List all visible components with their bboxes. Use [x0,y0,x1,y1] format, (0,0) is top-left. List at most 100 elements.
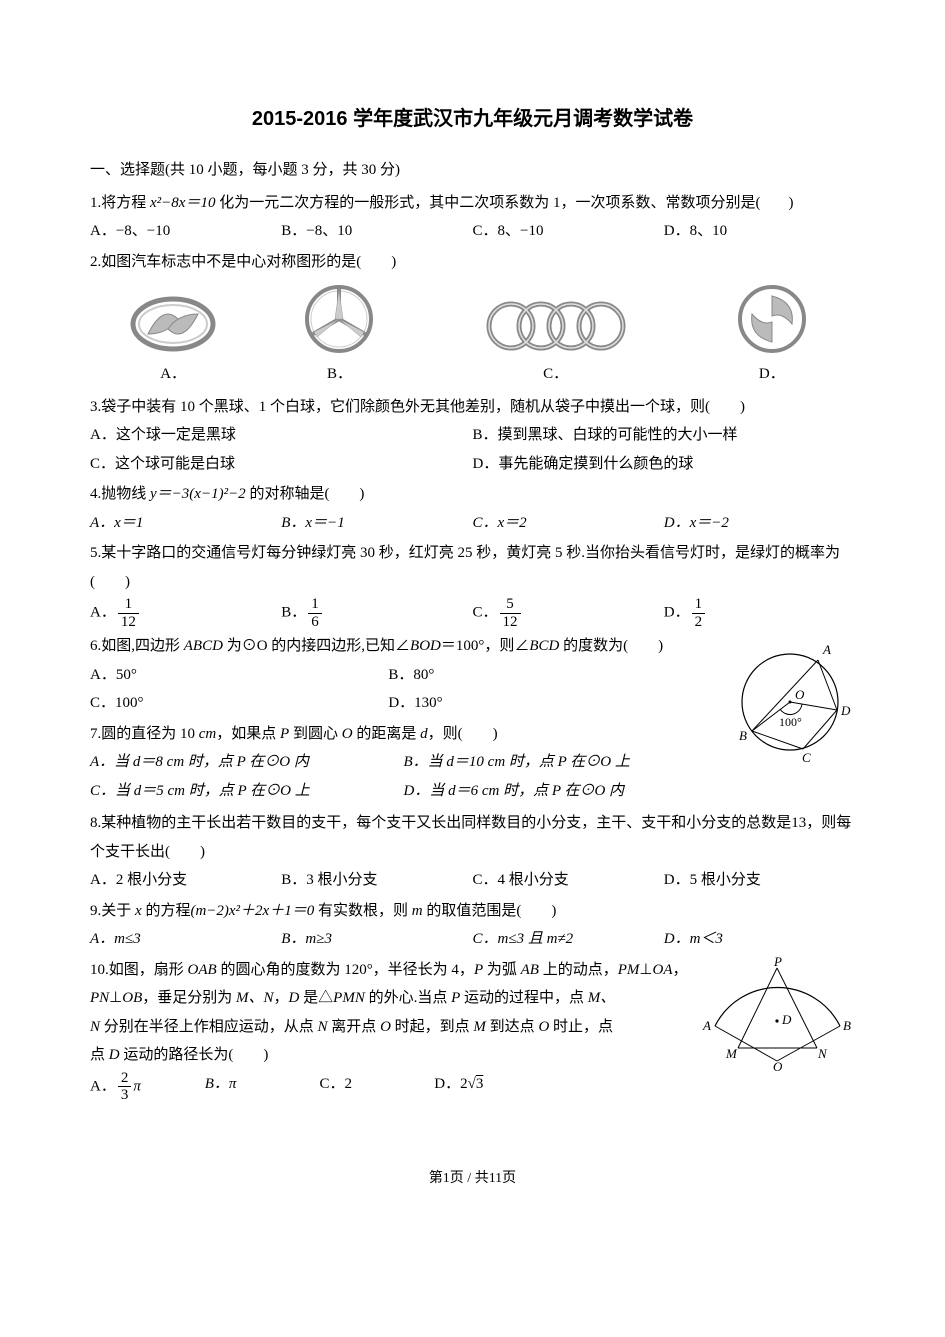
mercedes-logo-icon [304,284,374,354]
q10-m3: M [473,1019,486,1035]
q10-option-c: C．2 [320,1070,435,1104]
q7-option-d: D．当 d＝6 cm 时，点 P 在⊙O 内 [404,777,718,806]
q2-stem: 2.如图汽车标志中不是中心对称图形的是( ) [90,248,855,277]
q4-equation: y＝−3(x−1)²−2 [150,486,246,502]
q5-a-num: 1 [118,596,139,614]
q2-logo-c: C． [423,299,689,389]
q7-stem-b: ，如果点 [216,726,280,742]
q6-stem-c: ＝100°，则∠ [441,638,530,654]
q7-option-c: C．当 d＝5 cm 时，点 P 在⊙O 上 [90,777,404,806]
q10-stem-prefix-d2: 点 [90,1047,109,1063]
q2-logo-row: A． B． C． [90,284,855,389]
q10-d2: D [109,1047,120,1063]
q10-pn: PN [90,990,109,1006]
q2-label-c: C． [543,366,568,382]
q9-equation: (m−2)x²＋2x＋1＝0 [190,903,314,919]
q7-option-b: B．当 d＝10 cm 时，点 P 在⊙O 上 [404,748,718,777]
q10-stem-h: 的外心.当点 [365,990,451,1006]
q10-p: P [474,962,483,978]
q10-d: D [289,990,300,1006]
q5-a-prefix: A． [90,604,116,620]
q6-abcd: ABCD [184,638,223,654]
q4-option-c: C．x＝2 [473,509,664,538]
q5-option-a: A．112 [90,596,281,630]
q5-d-num: 1 [692,596,706,614]
q9-stem-b: 的方程 [142,903,191,919]
q8-stem: 8.某种植物的主干长出若干数目的支干，每个支干又长出同样数目的小分支，主干、支干… [90,809,855,866]
q10-mn: M、N [236,990,274,1006]
q2-logo-d: D． [689,284,855,389]
question-10: 10.如图，扇形 O AB 的圆心角的度数为 120°，半径长为 4，P 为弧 A… [90,956,855,1104]
q10-o3: O [538,1019,549,1035]
q6-bcd: BCD [529,638,559,654]
q2-logo-a: A． [90,294,256,389]
q10-stem-a: 10.如图，扇形 [90,962,188,978]
q3-option-d: D．事先能确定摸到什么颜色的球 [473,450,856,479]
q4-option-a: A．x＝1 [90,509,281,538]
q3-option-b: B．摸到黑球、白球的可能性的大小一样 [473,421,856,450]
q5-c-prefix: C． [473,604,498,620]
q10-o2: O [380,1019,391,1035]
q10-ob: OB [122,990,142,1006]
q4-stem-b: 的对称轴是( ) [246,486,365,502]
q5-option-d: D．12 [664,596,855,630]
q1-stem-a: 1.将方程 [90,195,150,211]
q10-d-rad: 3 [476,1076,484,1092]
q1-option-a: A．−8、−10 [90,217,281,246]
q9-stem-c: 有实数根，则 [314,903,412,919]
question-2: 2.如图汽车标志中不是中心对称图形的是( ) A． B． [90,248,855,389]
q3-option-a: A．这个球一定是黑球 [90,421,473,450]
q10-stem-g: 是△ [299,990,333,1006]
q10-pmn: PMN [333,990,365,1006]
q4-option-b: B．x＝−1 [281,509,472,538]
q10-stem-b: 的圆心角的度数为 120°，半径长为 4， [217,962,474,978]
q10-stem-c: 为弧 [483,962,521,978]
q10-perp2: ⊥ [109,990,122,1006]
q7-option-a: A．当 d＝8 cm 时，点 P 在⊙O 内 [90,748,404,777]
q10-option-a: A．23π [90,1070,205,1104]
q9-m: m [412,903,423,919]
q10-comma: ， [672,962,687,978]
q10-a-pi: π [133,1078,141,1094]
q6-stem-d: 的度数为( ) [559,638,663,654]
audi-logo-icon [481,299,631,354]
q5-c-num: 5 [500,596,521,614]
page-title: 2015-2016 学年度武汉市九年级元月调考数学试卷 [90,100,855,138]
q10-d-prefix: D．2 [434,1076,467,1092]
q3-stem: 3.袋子中装有 10 个黑球、1 个白球，它们除颜色外无其他差别，随机从袋子中摸… [90,393,855,422]
q5-option-c: C．512 [473,596,664,630]
q10-stem-k: 离开点 [328,1019,381,1035]
q1-stem-b: 化为一元二次方程的一般形式，其中二次项系数为 1，一次项系数、常数项分别是( [215,195,760,211]
q10-n2: N [90,1019,100,1035]
q5-d-den: 2 [692,614,706,631]
q6-option-c: C．100° [90,689,388,718]
q6-option-d: D．130° [388,689,686,718]
question-4: 4.抛物线 y＝−3(x−1)²−2 的对称轴是( ) A．x＝1 B．x＝−1… [90,480,855,537]
q6-stem-a: 6.如图,四边形 [90,638,184,654]
question-5: 5.某十字路口的交通信号灯每分钟绿灯亮 30 秒，红灯亮 25 秒，黄灯亮 5 … [90,539,855,630]
hyundai-logo-icon [128,294,218,354]
q2-logo-b: B． [256,284,422,389]
q5-b-den: 6 [308,614,322,631]
q9-option-a: A．m≤3 [90,925,281,954]
q9-x: x [135,903,142,919]
q10-stem-d: 上的动点， [539,962,618,978]
q10-oa: OA [652,962,672,978]
q7-o: O [342,726,353,742]
q6-option-a: A．50° [90,661,388,690]
q5-stem: 5.某十字路口的交通信号灯每分钟绿灯亮 30 秒，红灯亮 25 秒，黄灯亮 5 … [90,539,855,596]
q10-stem-i: 运动的过程中，点 [460,990,588,1006]
question-8: 8.某种植物的主干长出若干数目的支干，每个支干又长出同样数目的小分支，主干、支干… [90,809,855,895]
q4-stem-a: 4.抛物线 [90,486,150,502]
q1-equation: x²−8x＝10 [150,195,215,211]
q10-stem-f: ， [274,990,289,1006]
q10-option-d: D．2√3 [434,1070,549,1104]
q10-a-prefix: A． [90,1078,116,1094]
question-9: 9.关于 x 的方程(m−2)x²＋2x＋1＝0 有实数根，则 m 的取值范围是… [90,897,855,954]
q5-c-den: 12 [500,614,521,631]
q7-stem-a: 7.圆的直径为 10 [90,726,199,742]
q10-ab: AB [521,962,539,978]
q10-stem-o: 运动的路径长为( ) [120,1047,269,1063]
q2-label-d: D． [759,366,785,382]
question-7: 7.圆的直径为 10 cm，如果点 P 到圆心 O 的距离是 d，则( ) A．… [90,720,855,806]
